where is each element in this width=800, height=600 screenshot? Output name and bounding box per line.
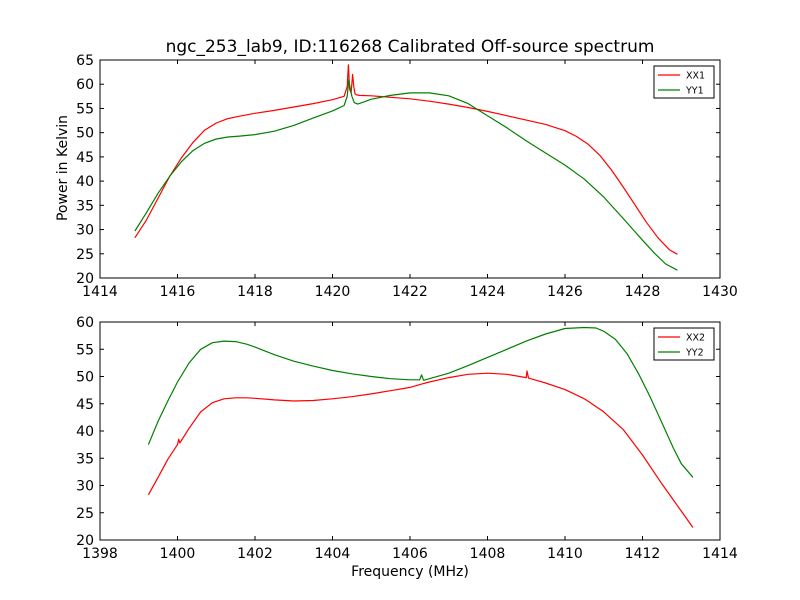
y-tick-label: 45 — [76, 150, 94, 166]
x-tick-label: 1414 — [702, 546, 738, 562]
series-line-xx1 — [134, 64, 678, 255]
y-axis-label: Power in Kelvin — [55, 115, 71, 221]
legend-box — [653, 65, 715, 99]
x-tick-label: 1416 — [160, 284, 196, 300]
x-tick-label: 1430 — [702, 284, 738, 300]
x-tick-label: 1410 — [547, 546, 583, 562]
x-tick-label: 1404 — [315, 546, 351, 562]
x-tick-label: 1424 — [470, 284, 506, 300]
x-tick-label: 1398 — [82, 546, 118, 562]
x-tick-label: 1426 — [547, 284, 583, 300]
y-tick-label: 65 — [76, 53, 94, 69]
bottom-chart: 1398 1400 1402 1404 1406 1408 1410 1412 1414 20 25… — [76, 315, 738, 562]
x-tick-label: 1420 — [315, 284, 351, 300]
series-line-xx2 — [147, 370, 694, 528]
y-tick-label: 20 — [76, 533, 94, 549]
y-tick-label: 25 — [76, 247, 94, 263]
x-tick-label: 1412 — [625, 546, 661, 562]
y-tick-label: 60 — [76, 77, 94, 93]
series-line-yy2 — [147, 326, 694, 478]
figure-title: ngc_253_lab9, ID:116268 Calibrated Off-s… — [166, 37, 655, 57]
y-tick-label: 30 — [76, 223, 94, 239]
top-chart: 1414 1416 1418 1420 1422 1424 1426 1428 1430 20 25… — [76, 53, 738, 300]
legend-label-xx1: XX1 — [686, 71, 705, 82]
x-tick-label: 1414 — [82, 284, 118, 300]
legend-label-yy2: YY2 — [685, 348, 704, 359]
y-tick-label: 35 — [76, 198, 94, 214]
y-tick-label: 35 — [76, 451, 94, 467]
y-tick-label: 50 — [76, 370, 94, 386]
x-tick-label: 1422 — [392, 284, 428, 300]
y-tick-label: 50 — [76, 126, 94, 142]
x-tick-label: 1406 — [392, 546, 428, 562]
legend-label-xx2: XX2 — [686, 333, 705, 344]
legend-box — [653, 327, 715, 361]
y-tick-label: 60 — [76, 315, 94, 331]
y-tick-label: 55 — [76, 101, 94, 117]
y-tick-label: 55 — [76, 342, 94, 358]
y-tick-label: 25 — [76, 506, 94, 522]
y-tick-label: 40 — [76, 424, 94, 440]
x-axis-label: Frequency (MHz) — [351, 564, 469, 580]
x-tick-label: 1428 — [625, 284, 661, 300]
x-tick-label: 1408 — [470, 546, 506, 562]
x-tick-label: 1418 — [237, 284, 273, 300]
x-tick-label: 1400 — [160, 546, 196, 562]
y-tick-label: 30 — [76, 479, 94, 495]
y-tick-label: 20 — [76, 271, 94, 287]
series-line-yy1 — [134, 78, 678, 271]
y-tick-label: 40 — [76, 174, 94, 190]
y-tick-label: 45 — [76, 397, 94, 413]
x-tick-label: 1402 — [237, 546, 273, 562]
legend-label-yy1: YY1 — [685, 86, 704, 97]
